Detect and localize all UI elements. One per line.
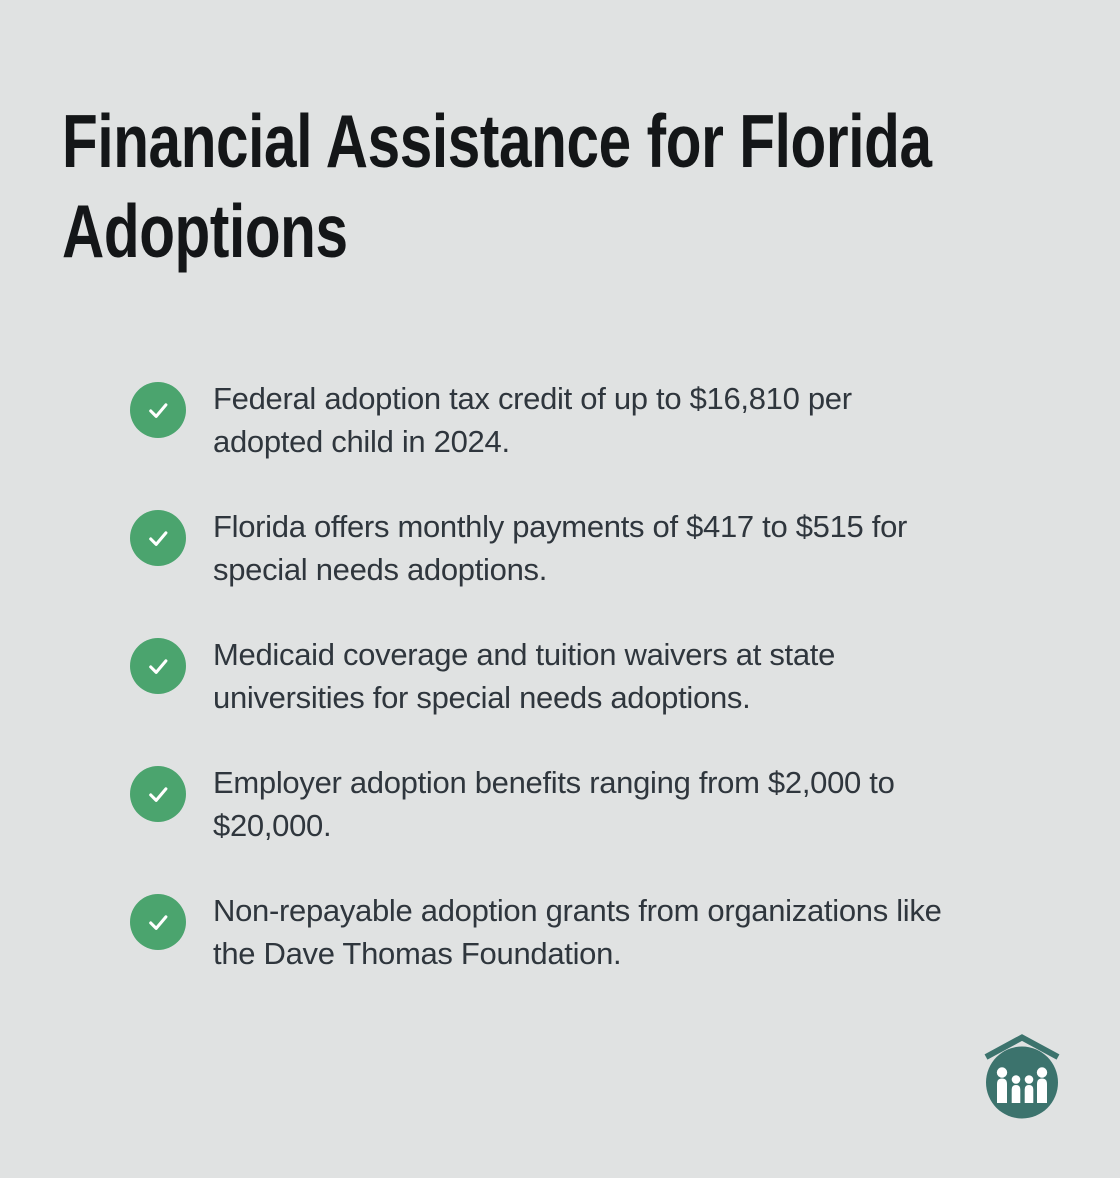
check-icon [130,766,186,822]
family-under-roof-logo-icon [984,1034,1060,1120]
check-icon [130,638,186,694]
benefit-text: Medicaid coverage and tuition waivers at… [213,637,836,715]
benefit-text: Employer adoption benefits ranging from … [213,765,895,843]
benefit-text: Florida offers monthly payments of $417 … [213,509,908,587]
benefit-item-federal-tax-credit: Federal adoption tax credit of up to $16… [130,377,942,463]
page-title-line-2: Adoptions [62,189,348,273]
check-icon [130,382,186,438]
benefit-item-employer-benefits: Employer adoption benefits ranging from … [130,761,942,847]
benefits-list: Federal adoption tax credit of up to $16… [130,377,942,1017]
check-icon [130,894,186,950]
benefit-text: Non-repayable adoption grants from organ… [213,893,942,971]
check-icon [130,510,186,566]
benefit-item-medicaid-tuition: Medicaid coverage and tuition waivers at… [130,633,942,719]
benefit-item-adoption-grants: Non-repayable adoption grants from organ… [130,889,942,975]
page-title: Financial Assistance for Florida Adoptio… [62,96,932,276]
benefit-item-monthly-payments: Florida offers monthly payments of $417 … [130,505,942,591]
page-title-line-1: Financial Assistance for Florida [62,99,932,183]
benefit-text: Federal adoption tax credit of up to $16… [213,381,852,459]
